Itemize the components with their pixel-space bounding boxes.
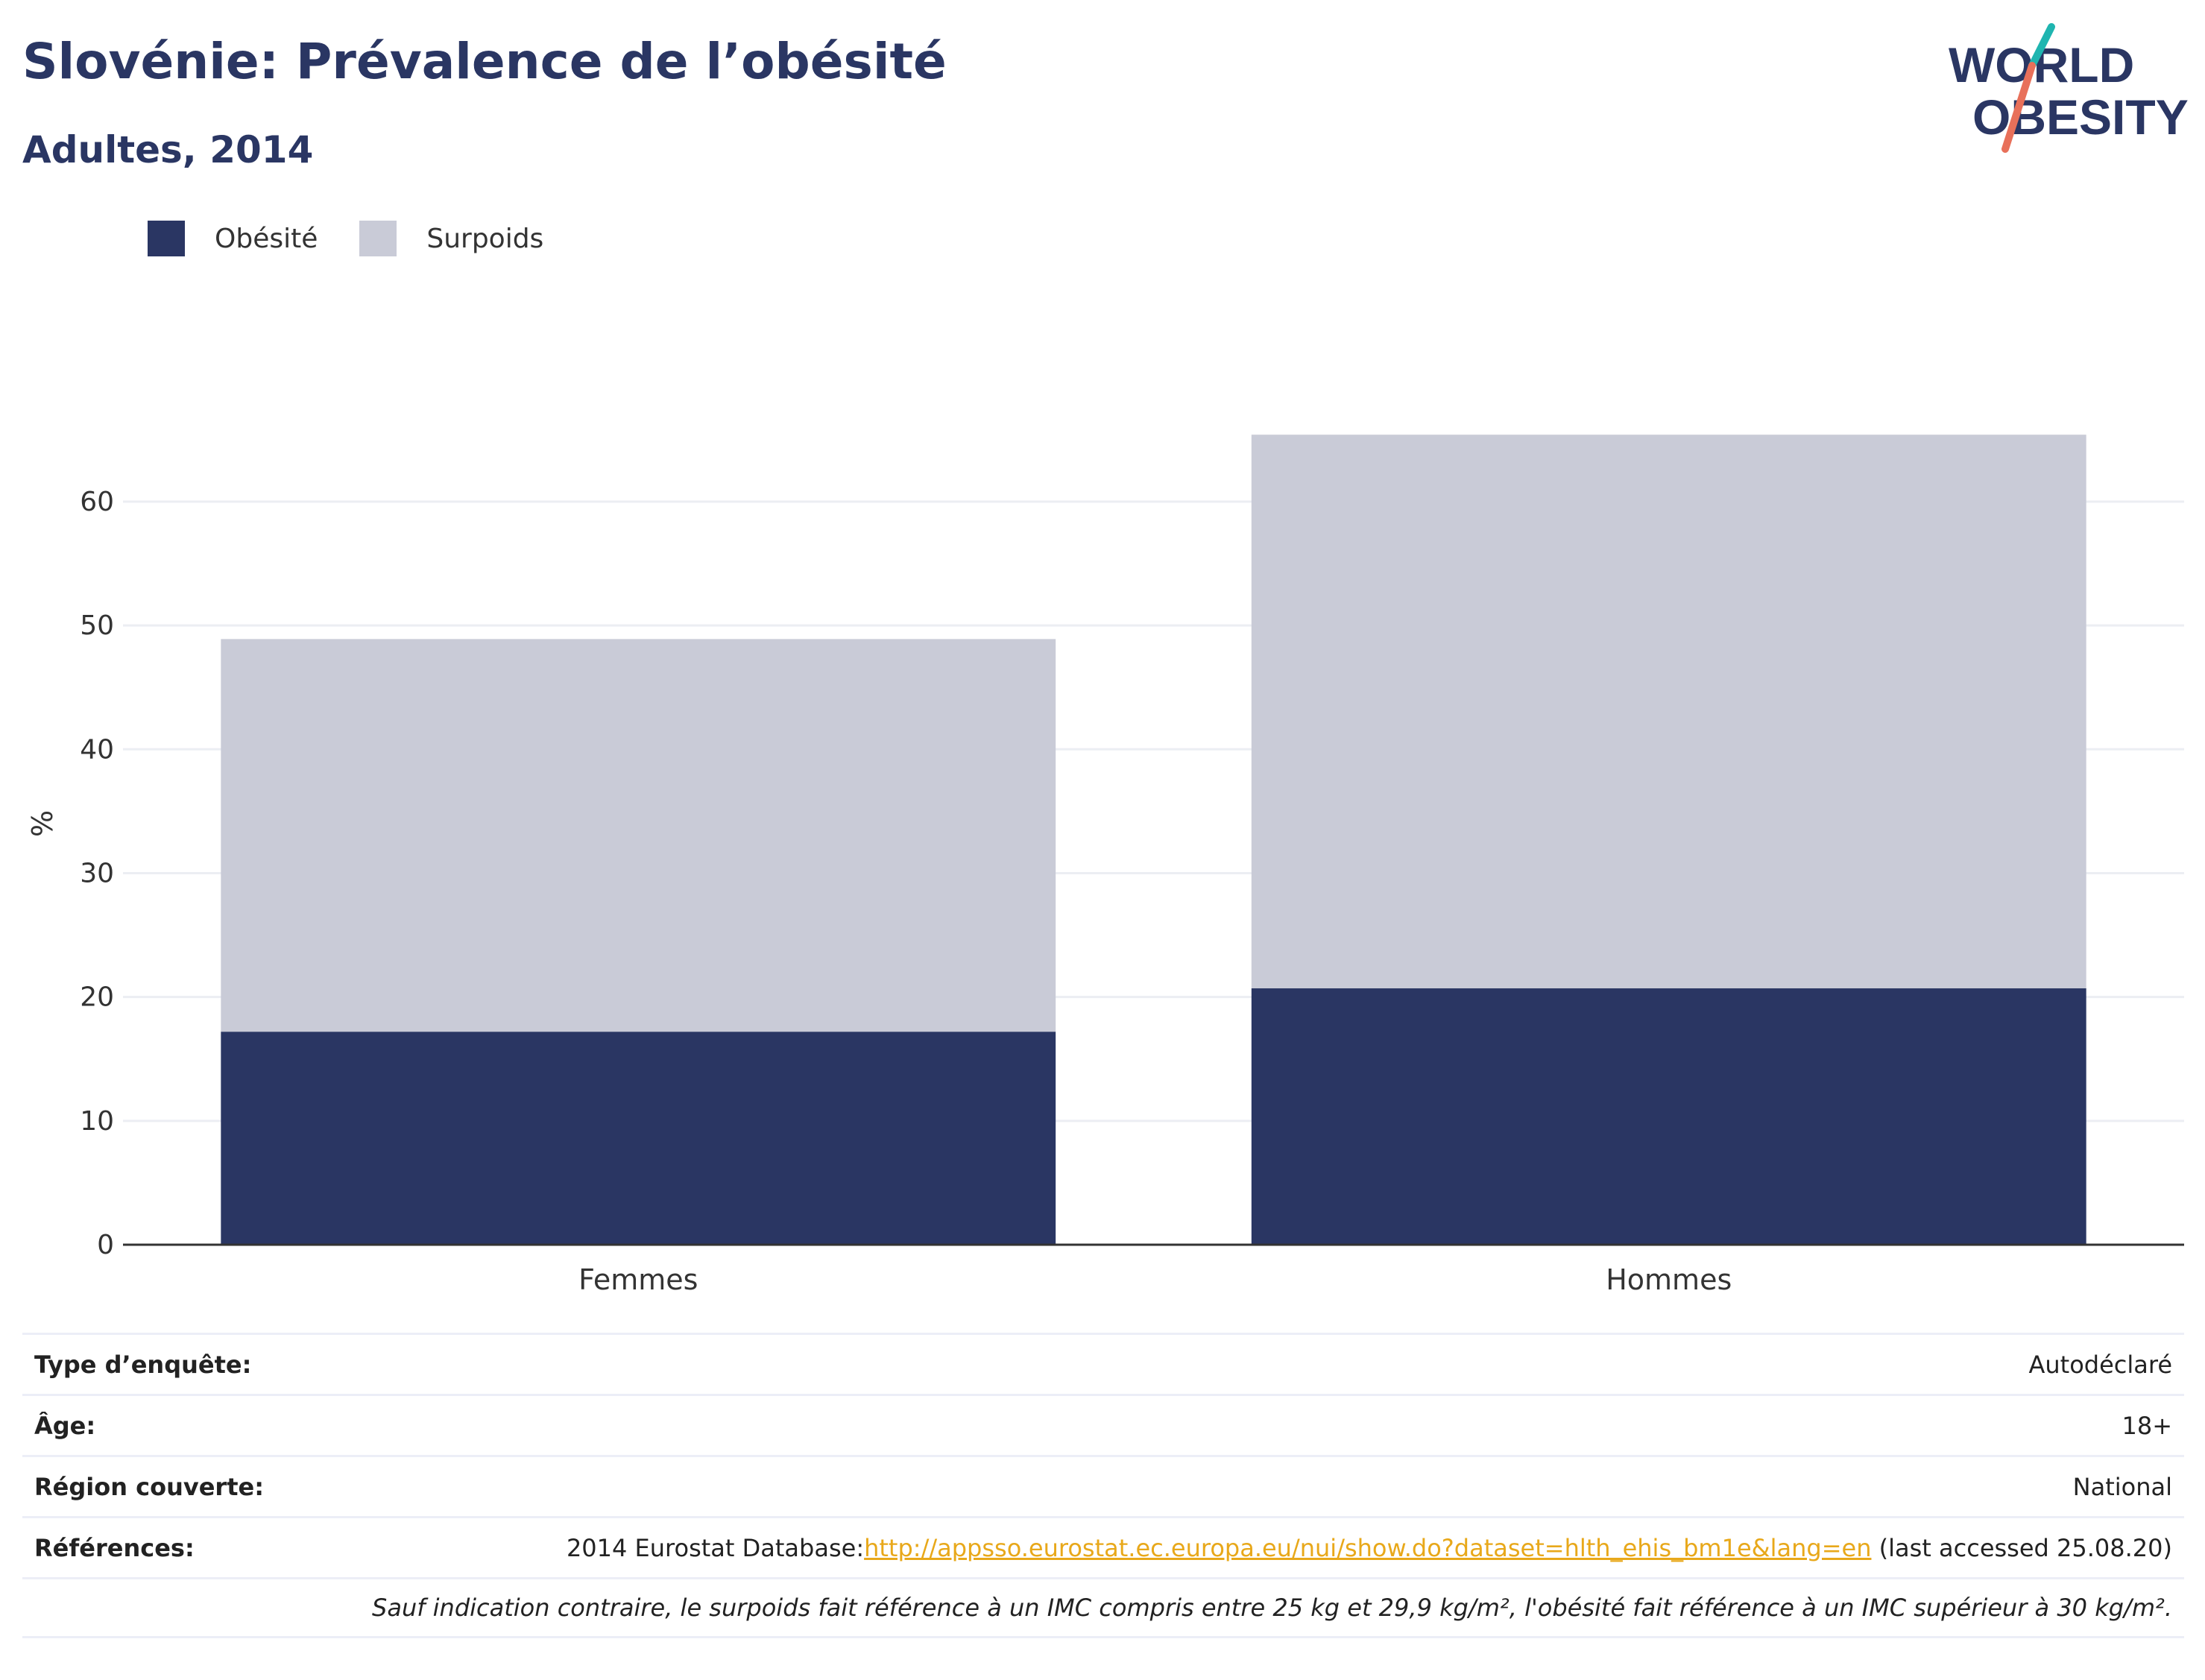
info-label: Région couverte: xyxy=(34,1472,264,1501)
y-tick-label: 60 xyxy=(80,487,114,517)
bar-obesity xyxy=(1251,988,2086,1245)
info-row-survey-type: Type d’enquête: Autodéclaré xyxy=(22,1333,2184,1394)
logo-slash-coral xyxy=(2001,62,2036,153)
logo-slash-teal xyxy=(2028,23,2055,69)
info-table: Type d’enquête: Autodéclaré Âge: 18+ Rég… xyxy=(22,1333,2184,1638)
info-label: Références: xyxy=(34,1533,195,1562)
reference-prefix: 2014 Eurostat Database: xyxy=(566,1533,865,1562)
info-row-region: Région couverte: National xyxy=(22,1455,2184,1516)
definition-note: Sauf indication contraire, le surpoids f… xyxy=(372,1594,2172,1622)
info-row-age: Âge: 18+ xyxy=(22,1394,2184,1455)
y-tick-label: 50 xyxy=(80,610,114,641)
legend-label-obesity: Obésité xyxy=(215,223,318,254)
info-label: Type d’enquête: xyxy=(34,1350,252,1379)
legend-swatch-obesity xyxy=(148,221,185,256)
stacked-bar-chart: 0 10 20 30 40 50 60% Femmes Hommes xyxy=(26,435,2184,1296)
y-tick-label: 0 xyxy=(97,1230,114,1260)
info-label: Âge: xyxy=(34,1411,96,1440)
legend-item-overweight[interactable]: Surpoids xyxy=(359,221,543,256)
reference-link[interactable]: http://appsso.eurostat.ec.europa.eu/nui/… xyxy=(864,1533,1872,1562)
legend-swatch-overweight xyxy=(359,221,397,256)
chart-legend: Obésité Surpoids xyxy=(148,221,585,256)
legend-label-overweight: Surpoids xyxy=(426,223,544,254)
reference-suffix: (last accessed 25.08.20) xyxy=(1871,1533,2172,1562)
bar-obesity xyxy=(221,1032,1056,1245)
world-obesity-logo: WORLD OBESITY xyxy=(1949,23,2189,153)
y-tick-label: 30 xyxy=(80,858,114,888)
bar-overweight xyxy=(221,639,1056,1032)
y-tick-label: 10 xyxy=(80,1106,114,1137)
legend-item-obesity[interactable]: Obésité xyxy=(148,221,318,256)
info-value: National xyxy=(2072,1472,2172,1501)
info-value: 18+ xyxy=(2122,1411,2172,1440)
info-row-references: Références: 2014 Eurostat Database:http:… xyxy=(22,1516,2184,1577)
chart-subtitle: Adultes, 2014 xyxy=(22,128,314,171)
info-value: Autodéclaré xyxy=(2028,1350,2172,1379)
info-row-note: Sauf indication contraire, le surpoids f… xyxy=(22,1577,2184,1638)
info-value-references: 2014 Eurostat Database:http://appsso.eur… xyxy=(567,1534,2172,1562)
y-tick-label: 20 xyxy=(80,982,114,1013)
x-tick-label: Hommes xyxy=(1606,1263,1732,1296)
y-axis-label: % xyxy=(26,810,59,837)
bar-overweight xyxy=(1251,435,2086,989)
chart-title: Slovénie: Prévalence de l’obésité xyxy=(22,33,947,90)
x-tick-label: Femmes xyxy=(578,1263,698,1296)
y-tick-label: 40 xyxy=(80,734,114,765)
